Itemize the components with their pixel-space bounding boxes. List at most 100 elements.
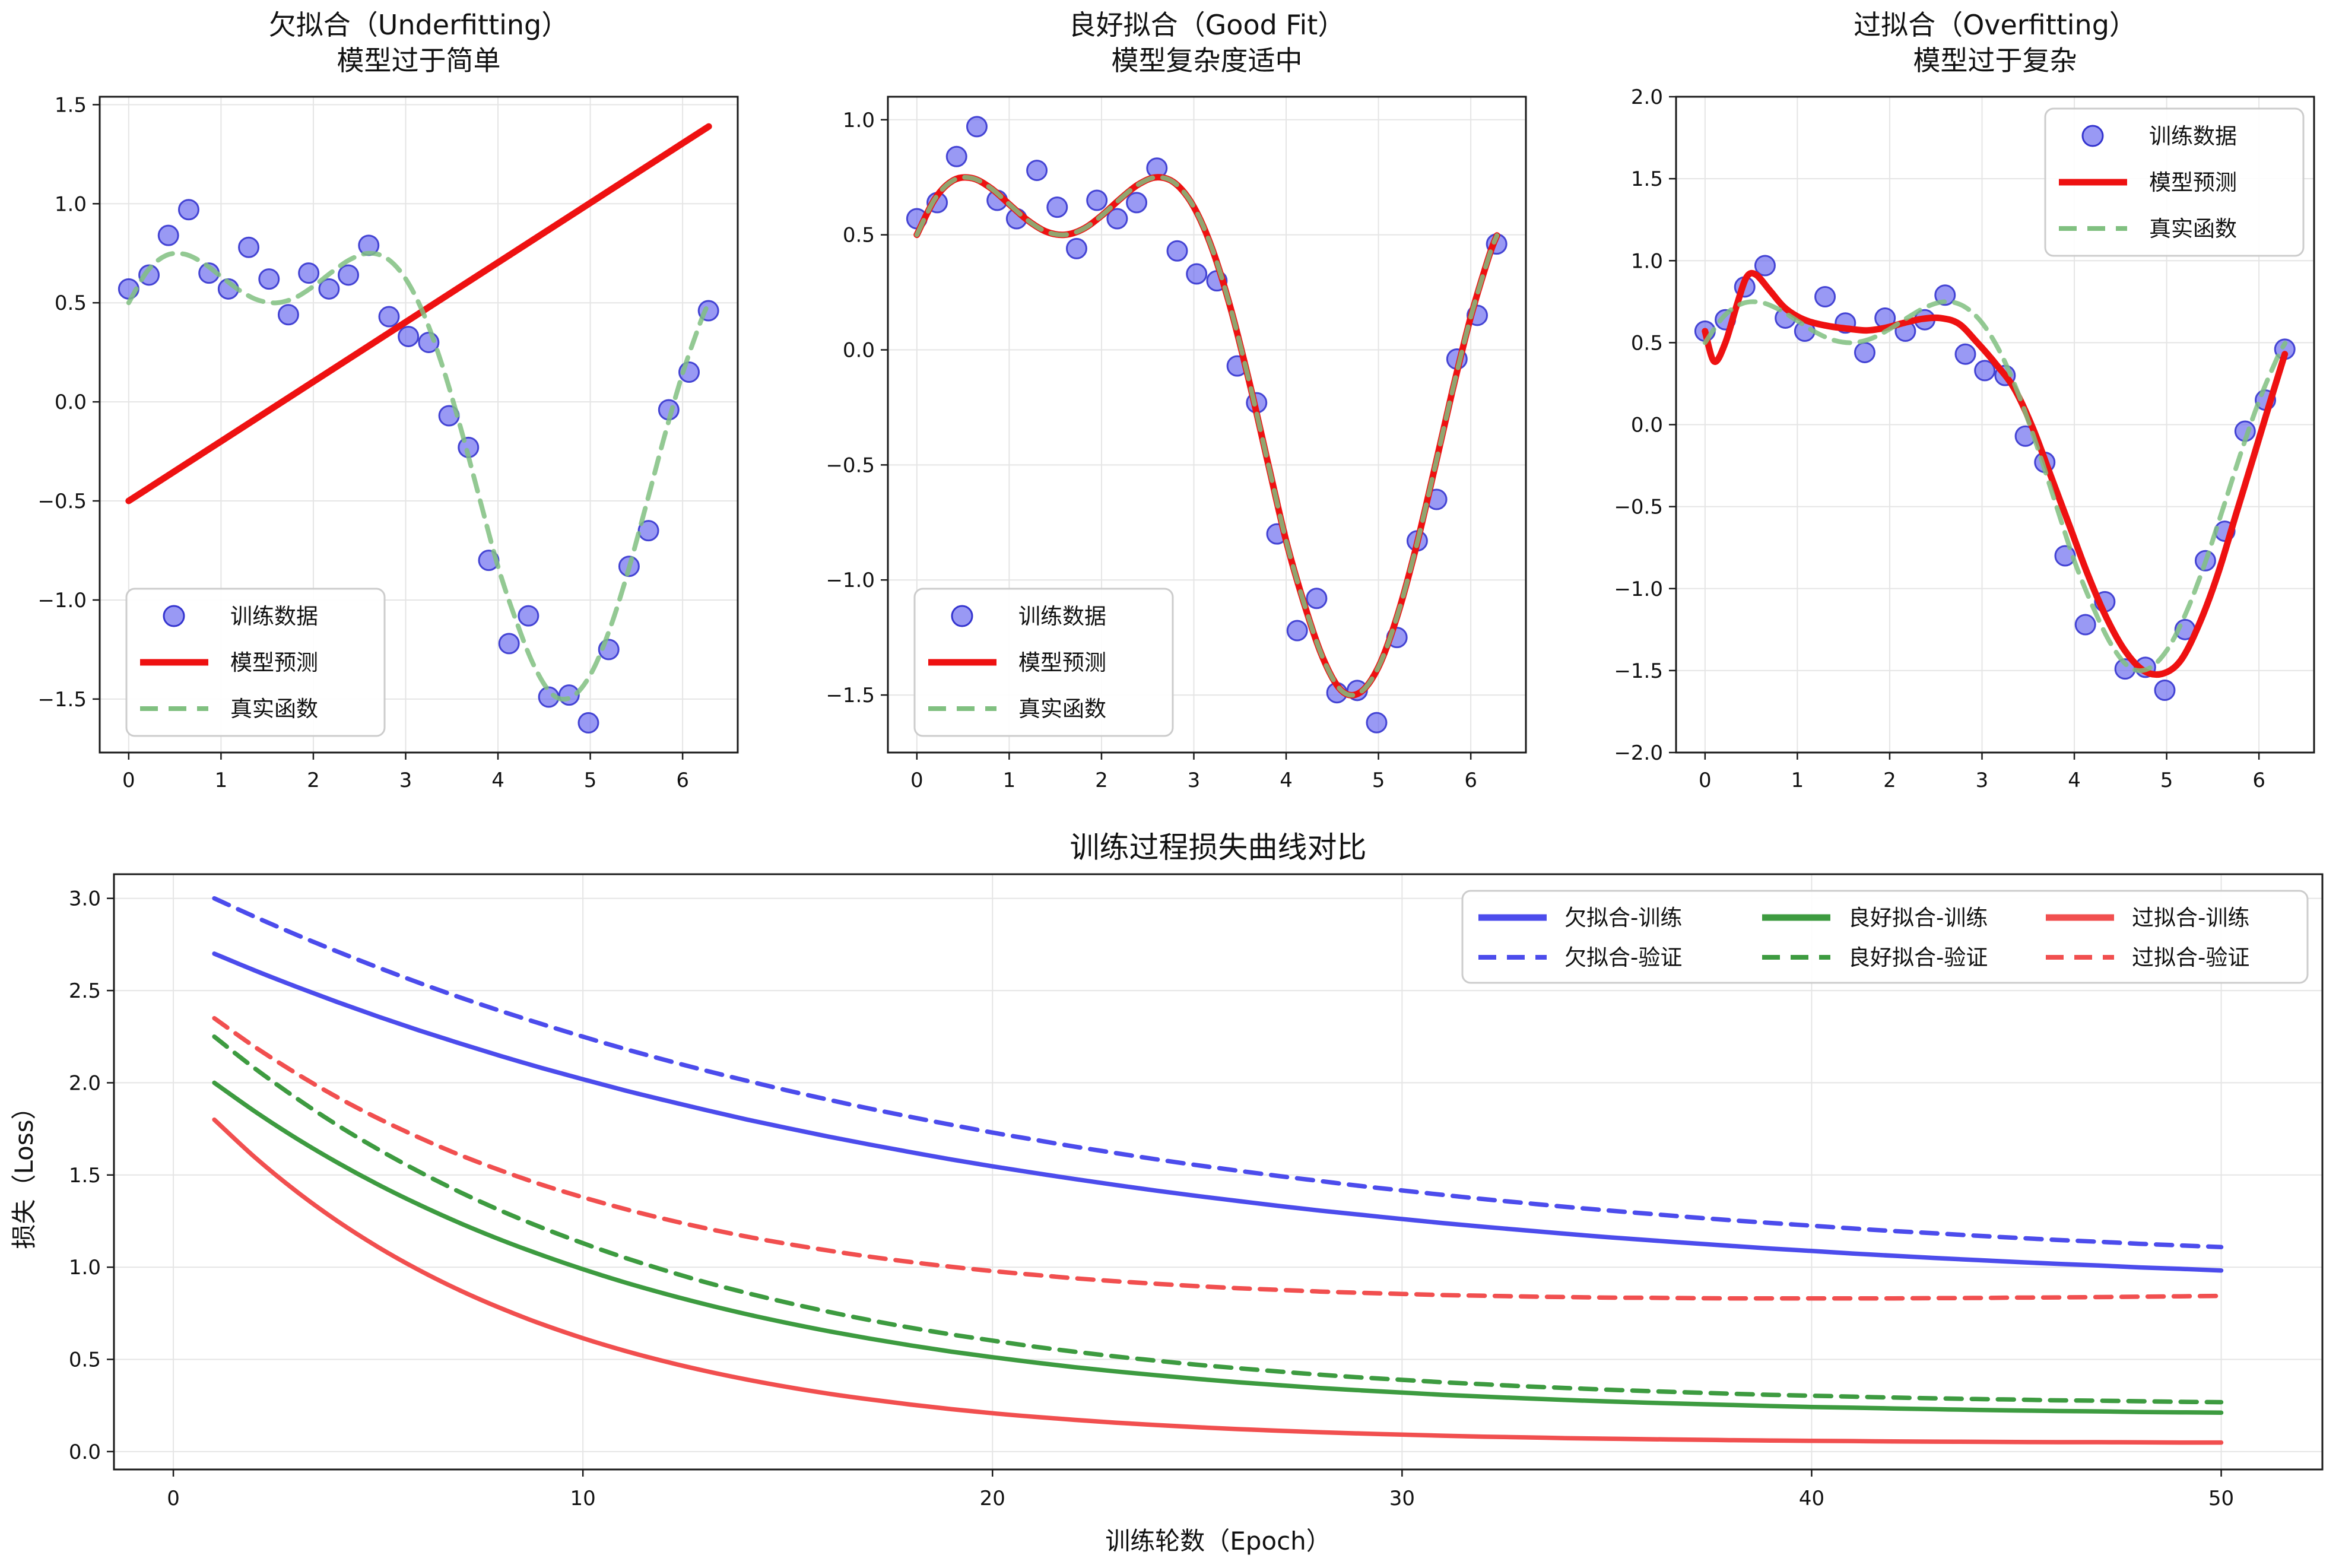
y-tick-label: 1.5	[55, 93, 87, 117]
legend-scatter-marker-icon	[163, 605, 185, 627]
series-line-真实函数	[914, 174, 1500, 698]
x-tick-label: 0	[1699, 769, 1712, 792]
y-tick-label: −1.5	[1614, 659, 1663, 683]
tick-labels: 0 1 2 3 4 5 6 −1.5 −1.0 −0.5 0.0 0.5 1.0	[826, 109, 1477, 792]
subplot-title-line1: 良好拟合（Good Fit）	[1069, 9, 1345, 41]
scatter-point	[1306, 588, 1328, 610]
scatter-point	[1026, 160, 1048, 182]
x-tick-label: 1	[215, 769, 228, 792]
tick-labels: 0 1 2 3 4 5 6 −1.5 −1.0 −0.5 0.0 0.5 1.0 1.5	[37, 93, 689, 792]
legend-scatter-marker-icon	[951, 605, 973, 627]
legend-box	[913, 588, 1174, 737]
x-tick-label: 50	[2208, 1487, 2234, 1510]
y-tick-label: 3.0	[69, 887, 101, 911]
legend-label: 训练数据	[2149, 123, 2237, 149]
legend-box	[125, 588, 386, 737]
y-tick-label: −1.5	[826, 684, 875, 707]
y-tick-label: −1.0	[37, 589, 87, 612]
x-axis-label: 训练轮数（Epoch）	[1105, 1526, 1331, 1556]
scatter-point	[1754, 255, 1776, 277]
scatter-point	[1286, 620, 1308, 642]
y-tick-label: −1.5	[37, 688, 87, 712]
subplot-title-line2: 模型过于复杂	[1913, 45, 2077, 77]
x-tick-label: 1	[1003, 769, 1016, 792]
x-tick-label: 5	[584, 769, 597, 792]
scatter-point	[1814, 286, 1836, 308]
subplot-underfitting: 0 1 2 3 4 5 6 −1.5 −1.0 −0.5 0.0 0.5 1.0 1.5 欠拟合（Under…	[37, 9, 739, 792]
legend-label: 真实函数	[1018, 696, 1106, 722]
axes-spines	[113, 873, 2324, 1471]
scatter-point	[1954, 343, 1976, 365]
y-tick-label: 0.5	[843, 224, 875, 247]
tick-labels: 0 10 20 30 40 50 0.0 0.5 1.0 1.5 2.0 2.5 3.0	[69, 887, 2234, 1510]
x-tick-label: 4	[491, 769, 504, 792]
y-tick-label: 0.0	[843, 338, 875, 362]
legend-label: 模型预测	[2149, 170, 2237, 195]
scatter-point	[1974, 360, 1996, 382]
x-tick-label: 2	[307, 769, 320, 792]
legend-label: 真实函数	[2149, 216, 2237, 242]
loss-chart: 0 10 20 30 40 50 0.0 0.5 1.0 1.5 2.0 2.5 3.0 训练过程损失曲线…	[9, 830, 2324, 1556]
scatter-point	[1186, 263, 1208, 285]
x-tick-label: 4	[2068, 769, 2081, 792]
legend-label: 欠拟合-验证	[1564, 945, 1682, 970]
x-tick-label: 3	[1188, 769, 1201, 792]
x-tick-label: 5	[2160, 769, 2173, 792]
x-tick-label: 0	[122, 769, 135, 792]
series-line-过拟合-验证	[212, 1015, 2224, 1301]
series-line-欠拟合-训练	[212, 951, 2224, 1273]
scatter-point	[637, 520, 659, 542]
legend-label: 良好拟合-训练	[1848, 905, 1988, 931]
legend-label: 良好拟合-验证	[1848, 945, 1988, 970]
scatter-point	[258, 268, 280, 290]
x-tick-label: 3	[1976, 769, 1989, 792]
series-line-过拟合-训练	[212, 1117, 2224, 1445]
scatter-point	[1046, 196, 1068, 218]
y-axis-label: 损失（Loss）	[9, 1094, 39, 1249]
subplot-overfitting: 0 1 2 3 4 5 6 −2.0 −1.5 −1.0 −0.5 0.0 0.5 1.0 1.5 2.0 过拟…	[1614, 9, 2315, 792]
y-tick-label: 0.5	[69, 1348, 101, 1372]
scatter-point	[966, 116, 988, 138]
scatter-point	[1126, 192, 1148, 214]
y-tick-label: 1.5	[1631, 167, 1663, 191]
legend-label: 欠拟合-训练	[1564, 905, 1682, 931]
x-tick-label: 20	[980, 1487, 1005, 1510]
x-tick-label: 6	[2252, 769, 2265, 792]
scatter-point	[318, 278, 340, 300]
scatter-point	[238, 236, 260, 258]
y-tick-label: −2.0	[1614, 741, 1663, 765]
legend-label: 训练数据	[230, 604, 318, 629]
x-tick-label: 0	[910, 769, 923, 792]
scatter-point	[298, 262, 320, 284]
scatter-point	[177, 199, 199, 221]
x-tick-label: 6	[676, 769, 689, 792]
legend-label: 过拟合-验证	[2132, 945, 2249, 970]
scatter-point	[1854, 341, 1875, 363]
scatter-point	[338, 264, 360, 286]
axes-spines	[99, 96, 739, 754]
y-tick-label: 0.0	[1631, 414, 1663, 437]
scatter-point	[398, 325, 420, 347]
x-tick-label: 10	[570, 1487, 596, 1510]
legend-label: 模型预测	[230, 650, 318, 675]
legend-scatter-marker-icon	[2081, 125, 2104, 147]
x-tick-label: 40	[1799, 1487, 1824, 1510]
scatter-point	[577, 712, 599, 734]
scatter-point	[157, 224, 179, 246]
scatter-point	[1366, 712, 1388, 734]
legend-label: 真实函数	[230, 696, 318, 722]
legend-box	[2044, 107, 2305, 257]
series-line-模型预测	[1702, 269, 2289, 678]
y-tick-label: 1.0	[1631, 249, 1663, 273]
y-tick-label: 0.5	[1631, 331, 1663, 355]
x-tick-label: 3	[399, 769, 412, 792]
series-line-良好拟合-验证	[212, 1034, 2224, 1405]
y-tick-label: 1.0	[55, 192, 87, 216]
x-tick-label: 2	[1095, 769, 1108, 792]
scatter-point	[498, 633, 520, 655]
